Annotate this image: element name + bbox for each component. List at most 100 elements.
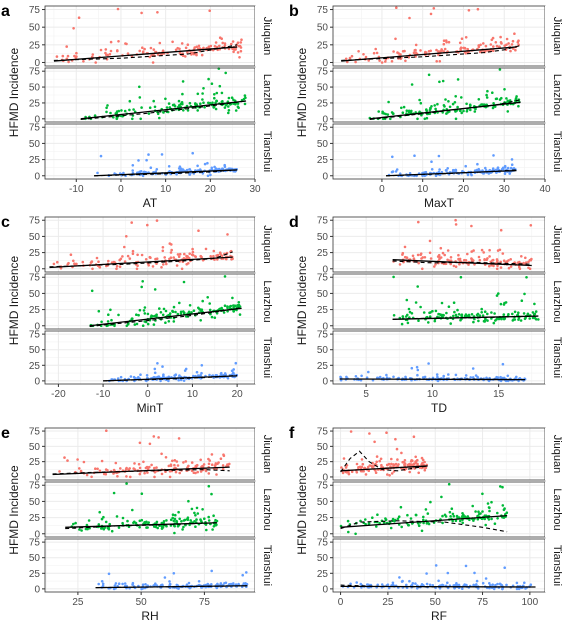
data-point	[423, 460, 426, 464]
data-point	[153, 470, 157, 474]
data-point	[472, 584, 475, 587]
y-tick-label: 75	[317, 330, 329, 341]
data-point	[193, 46, 196, 49]
data-point	[232, 50, 235, 54]
data-point	[423, 375, 427, 379]
data-point	[372, 51, 376, 55]
data-point	[72, 522, 75, 526]
data-point	[499, 35, 502, 39]
x-tick-label: 25	[72, 597, 84, 608]
linear-fit-line	[53, 46, 238, 62]
data-point	[389, 117, 392, 121]
data-point	[245, 582, 249, 586]
data-point	[106, 320, 110, 323]
data-point	[218, 84, 222, 88]
data-point	[414, 513, 418, 517]
data-point	[374, 47, 378, 51]
data-point	[117, 582, 121, 585]
data-point	[416, 253, 420, 257]
data-point	[401, 251, 405, 255]
data-point	[219, 252, 222, 256]
data-point	[122, 171, 125, 175]
data-point	[172, 256, 175, 259]
data-point	[509, 265, 513, 268]
data-point	[152, 99, 155, 103]
facet-strip	[545, 6, 561, 66]
data-point	[447, 305, 451, 309]
data-point	[454, 313, 458, 317]
data-point	[58, 470, 61, 473]
data-point	[110, 529, 114, 533]
data-point	[497, 292, 500, 295]
data-point	[423, 255, 427, 259]
data-point	[224, 71, 227, 75]
data-point	[213, 93, 216, 96]
data-point	[99, 48, 103, 52]
data-point	[494, 319, 497, 322]
data-point	[484, 577, 488, 580]
data-point	[172, 572, 176, 575]
y-tick-label: 50	[317, 289, 329, 300]
data-point	[378, 459, 382, 463]
y-tick-label: 75	[29, 538, 41, 549]
data-point	[519, 319, 523, 322]
data-point	[375, 51, 379, 55]
data-point	[197, 229, 200, 232]
facet-strip	[255, 428, 271, 480]
facet-label: Jiuquan	[261, 435, 273, 474]
x-tick-label: 100	[522, 597, 539, 608]
data-point	[475, 583, 478, 586]
data-point	[61, 54, 65, 58]
data-point	[503, 507, 506, 510]
data-point	[505, 583, 508, 587]
data-point	[165, 524, 168, 528]
data-point	[94, 61, 97, 64]
facet-label: Lanzhou	[261, 74, 273, 116]
data-point	[161, 313, 165, 317]
data-point	[408, 470, 412, 474]
data-point	[411, 582, 415, 585]
facet-label: Tianshui	[551, 545, 563, 586]
data-point	[453, 310, 456, 314]
data-point	[112, 491, 116, 495]
data-point	[529, 583, 533, 586]
data-point	[509, 166, 513, 170]
data-point	[437, 170, 441, 174]
data-point	[197, 47, 200, 50]
data-point	[491, 36, 495, 40]
data-point	[231, 40, 235, 43]
data-point	[485, 96, 489, 99]
data-point	[392, 463, 395, 466]
data-point	[186, 109, 190, 112]
smooth-fit-line	[369, 99, 521, 121]
data-point	[137, 462, 141, 466]
data-point	[488, 264, 491, 268]
data-point	[100, 320, 103, 324]
data-point	[226, 376, 230, 380]
y-tick-label: 50	[317, 345, 329, 356]
data-point	[159, 311, 163, 314]
data-point	[205, 528, 208, 532]
facet-strip	[545, 331, 561, 384]
data-point	[508, 172, 512, 175]
data-point	[478, 50, 482, 54]
y-axis-label: HFMD Incidence	[7, 256, 21, 346]
data-point	[172, 103, 176, 107]
data-point	[177, 437, 181, 440]
data-point	[537, 318, 540, 321]
facet-lanzhou: 0 25 50 75 Lanzhou	[29, 273, 273, 333]
data-point	[495, 258, 499, 261]
data-point	[424, 170, 428, 174]
y-tick-label: 75	[29, 273, 41, 284]
data-point	[533, 302, 536, 306]
data-point	[197, 583, 201, 587]
data-point	[401, 315, 405, 318]
y-tick-label: 50	[29, 497, 41, 508]
data-point	[448, 510, 452, 514]
data-point	[52, 262, 56, 266]
data-point	[492, 45, 495, 48]
data-point	[396, 517, 400, 521]
data-point	[371, 461, 374, 465]
data-point	[208, 308, 212, 312]
data-point	[190, 253, 194, 256]
